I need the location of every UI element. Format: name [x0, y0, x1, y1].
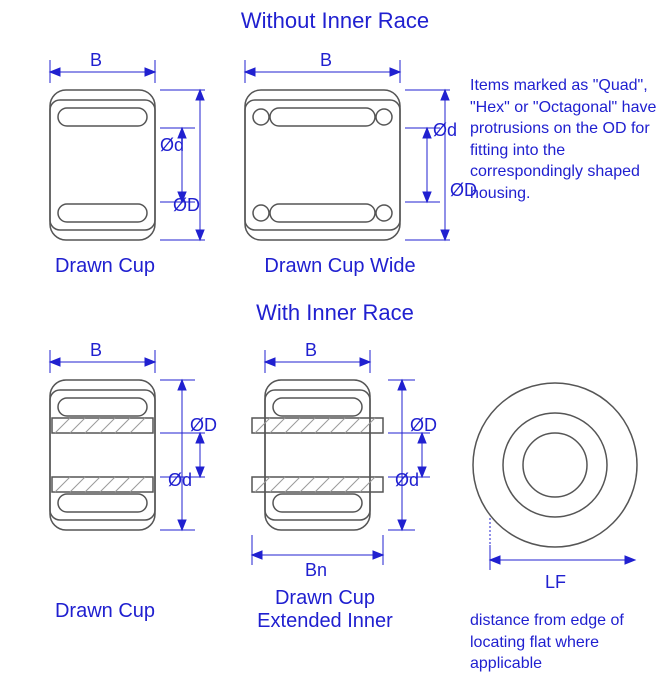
- lf-note: distance from edge of locating flat wher…: [470, 610, 670, 675]
- dim-bn: Bn: [305, 560, 327, 581]
- dim-b-4: B: [305, 340, 317, 361]
- dim-b-1: B: [90, 50, 102, 71]
- title-without: Without Inner Race: [0, 8, 670, 34]
- caption-dc1: Drawn Cup: [30, 255, 180, 278]
- caption-dcw: Drawn Cup Wide: [250, 255, 430, 278]
- diagram-circle: [455, 370, 665, 580]
- dim-D-2: ØD: [450, 180, 477, 201]
- diagram-drawn-cup-wide: [235, 50, 465, 260]
- dim-b-2: B: [320, 50, 332, 71]
- dim-d-2: Ød: [433, 120, 457, 141]
- dim-D-4: ØD: [410, 415, 437, 436]
- title-with: With Inner Race: [0, 300, 670, 326]
- caption-dc2: Drawn Cup: [30, 600, 180, 623]
- dim-D-3: ØD: [190, 415, 217, 436]
- dim-b-3: B: [90, 340, 102, 361]
- note-text: Items marked as "Quad", "Hex" or "Octago…: [470, 75, 660, 205]
- dim-d-1: Ød: [160, 135, 184, 156]
- dim-d-3: Ød: [168, 470, 192, 491]
- dim-d-4: Ød: [395, 470, 419, 491]
- dim-lf: LF: [545, 572, 566, 593]
- dim-D-1: ØD: [173, 195, 200, 216]
- caption-dce: Drawn Cup Extended Inner: [250, 587, 400, 633]
